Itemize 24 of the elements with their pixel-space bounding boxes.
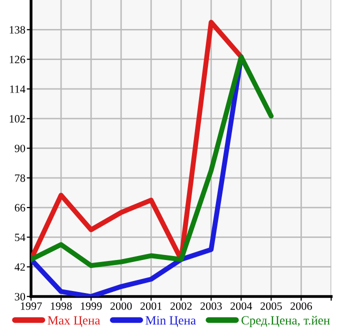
y-tick-label: 54 <box>15 234 26 242</box>
x-tick-label: 1997 <box>20 302 42 310</box>
y-tick-label: 138 <box>10 26 26 34</box>
x-tick-label: 2006 <box>290 302 312 310</box>
y-tick-label: 126 <box>10 56 26 64</box>
y-tick-label: 102 <box>10 115 25 123</box>
x-tick-label: 2003 <box>200 302 222 310</box>
x-tick-label: 2002 <box>170 302 192 310</box>
y-tick-label: 78 <box>15 174 26 182</box>
legend-label: Max Цена <box>48 316 100 328</box>
y-tick-label: 90 <box>14 144 26 152</box>
x-tick-label: 1999 <box>80 302 102 310</box>
y-tick-label: 30 <box>14 292 26 300</box>
x-tick-label: 2004 <box>230 302 252 310</box>
y-tick-label: 42 <box>14 263 25 271</box>
y-tick-label: 114 <box>10 85 26 93</box>
x-tick-label: 2001 <box>140 302 162 310</box>
y-tick-label: 66 <box>14 204 26 212</box>
legend-label: Min Цена <box>146 316 196 328</box>
x-tick-label: 2005 <box>260 302 282 310</box>
legend-label: Сред.Цена, т.йен <box>242 316 330 328</box>
x-tick-label: 2000 <box>110 302 132 310</box>
line-series <box>31 54 274 268</box>
x-tick-label: 1998 <box>50 302 72 310</box>
